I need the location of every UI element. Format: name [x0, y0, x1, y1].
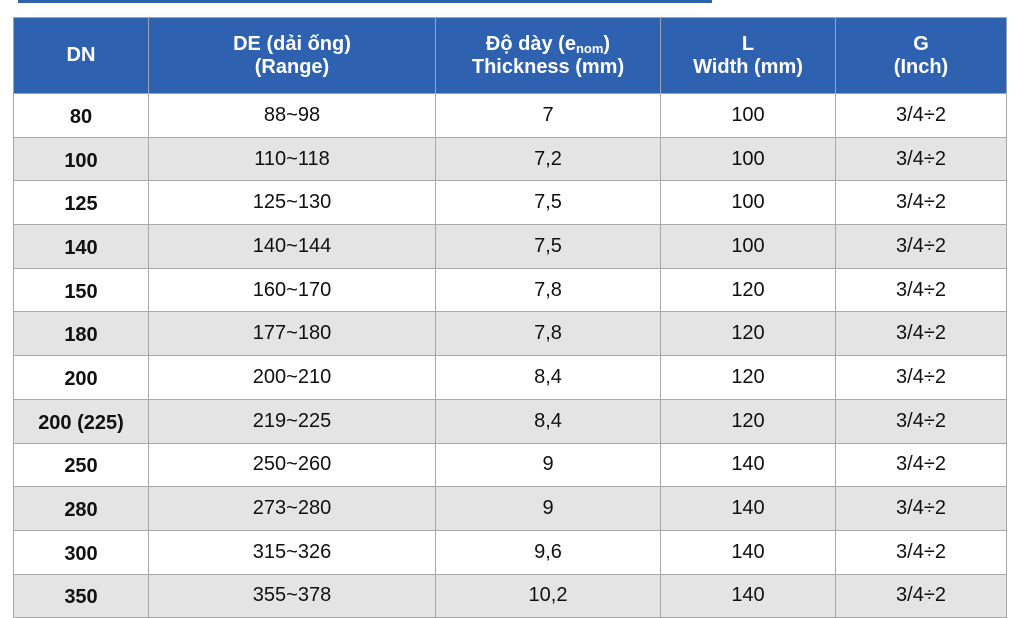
- header-cell: G (Inch): [835, 17, 1007, 94]
- table-cell: 7,8: [435, 267, 661, 313]
- table-row: 350 355~378 10,2 140 3/4÷2: [13, 573, 1007, 618]
- table-cell: 250~260: [148, 442, 436, 488]
- dn-cell: 200: [13, 355, 149, 400]
- header-text: DE (dải ống): [233, 32, 351, 55]
- header-text: Độ dày (e: [485, 32, 576, 55]
- table-cell: 3/4÷2: [835, 136, 1007, 182]
- table-cell: 3/4÷2: [835, 573, 1007, 618]
- table-cell: 3/4÷2: [835, 93, 1007, 138]
- header-text: DN: [66, 44, 96, 66]
- header-cell: Độ dày (enom) Thickness (mm): [435, 17, 661, 94]
- top-rule: [18, 0, 712, 3]
- table-cell: 100: [660, 93, 836, 138]
- table-cell: 8,4: [435, 355, 661, 400]
- table-cell: 3/4÷2: [835, 529, 1007, 575]
- table-cell: 3/4÷2: [835, 442, 1007, 488]
- table-cell: 140~144: [148, 224, 436, 269]
- table-row: 140 140~144 7,5 100 3/4÷2: [13, 224, 1007, 269]
- table-cell: 10,2: [435, 573, 661, 618]
- table-cell: 160~170: [148, 267, 436, 313]
- header-text: (Inch): [893, 55, 949, 78]
- dn-cell: 80: [13, 93, 149, 138]
- table-cell: 100: [660, 224, 836, 269]
- table-cell: 140: [660, 529, 836, 575]
- table-row: 125 125~130 7,5 100 3/4÷2: [13, 180, 1007, 226]
- table-cell: 3/4÷2: [835, 398, 1007, 444]
- header-cell: L Width (mm): [660, 17, 836, 94]
- header-subscript: nom: [575, 40, 604, 56]
- table-row: 100 110~118 7,2 100 3/4÷2: [13, 136, 1007, 182]
- table-cell: 7,5: [435, 224, 661, 269]
- table-cell: 120: [660, 355, 836, 400]
- page: DN DE (dải ống) (Range) Độ dày (enom) Thic…: [13, 0, 1007, 618]
- table-body: 80 88~98 7 100 3/4÷2 100 110~118 7,2 100 3/4÷2 125…: [13, 93, 1007, 618]
- table-cell: 3/4÷2: [835, 311, 1007, 357]
- header-text: ): [603, 32, 611, 55]
- table-cell: 3/4÷2: [835, 224, 1007, 269]
- header-cell: DE (dải ống) (Range): [148, 17, 436, 94]
- table-cell: 219~225: [148, 398, 436, 444]
- dn-cell: 125: [13, 180, 149, 226]
- dn-cell: 200 (225): [13, 398, 149, 444]
- table-row: 280 273~280 9 140 3/4÷2: [13, 486, 1007, 531]
- dn-cell: 180: [13, 311, 149, 357]
- header-text: (Range): [254, 55, 330, 78]
- header-text: Width (mm): [693, 55, 803, 78]
- dn-cell: 140: [13, 224, 149, 269]
- table-cell: 177~180: [148, 311, 436, 357]
- table-cell: 125~130: [148, 180, 436, 226]
- table-cell: 315~326: [148, 529, 436, 575]
- table-cell: 3/4÷2: [835, 180, 1007, 226]
- table-cell: 140: [660, 486, 836, 531]
- table-cell: 100: [660, 180, 836, 226]
- dn-cell: 250: [13, 442, 149, 488]
- dn-cell: 150: [13, 267, 149, 313]
- table-row: 80 88~98 7 100 3/4÷2: [13, 93, 1007, 138]
- table-row: 200 (225) 219~225 8,4 120 3/4÷2: [13, 398, 1007, 444]
- table-cell: 8,4: [435, 398, 661, 444]
- table-cell: 140: [660, 573, 836, 618]
- dn-cell: 300: [13, 529, 149, 575]
- table-cell: 88~98: [148, 93, 436, 138]
- table-cell: 100: [660, 136, 836, 182]
- table-row: 300 315~326 9,6 140 3/4÷2: [13, 529, 1007, 575]
- table-row: 200 200~210 8,4 120 3/4÷2: [13, 355, 1007, 400]
- dn-cell: 280: [13, 486, 149, 531]
- table-cell: 9: [435, 442, 661, 488]
- table-cell: 355~378: [148, 573, 436, 618]
- table-cell: 140: [660, 442, 836, 488]
- header-cell: DN: [13, 17, 149, 94]
- table-cell: 7,2: [435, 136, 661, 182]
- dn-cell: 100: [13, 136, 149, 182]
- table-cell: 120: [660, 311, 836, 357]
- table-cell: 3/4÷2: [835, 267, 1007, 313]
- table-cell: 273~280: [148, 486, 436, 531]
- header-text: G: [913, 32, 929, 55]
- table-cell: 3/4÷2: [835, 355, 1007, 400]
- header-text: Thickness (mm): [471, 55, 625, 78]
- header-text: L: [741, 32, 755, 55]
- table-header: DN DE (dải ống) (Range) Độ dày (enom) Thic…: [13, 17, 1007, 94]
- header-row: DN DE (dải ống) (Range) Độ dày (enom) Thic…: [13, 17, 1007, 94]
- table-cell: 110~118: [148, 136, 436, 182]
- table-row: 250 250~260 9 140 3/4÷2: [13, 442, 1007, 488]
- table-cell: 9: [435, 486, 661, 531]
- table-cell: 7: [435, 93, 661, 138]
- table-cell: 7,8: [435, 311, 661, 357]
- table-cell: 120: [660, 267, 836, 313]
- table-cell: 3/4÷2: [835, 486, 1007, 531]
- table-cell: 9,6: [435, 529, 661, 575]
- spec-table: DN DE (dải ống) (Range) Độ dày (enom) Thic…: [13, 17, 1007, 618]
- table-cell: 200~210: [148, 355, 436, 400]
- table-row: 180 177~180 7,8 120 3/4÷2: [13, 311, 1007, 357]
- table-cell: 120: [660, 398, 836, 444]
- table-row: 150 160~170 7,8 120 3/4÷2: [13, 267, 1007, 313]
- dn-cell: 350: [13, 573, 149, 618]
- table-cell: 7,5: [435, 180, 661, 226]
